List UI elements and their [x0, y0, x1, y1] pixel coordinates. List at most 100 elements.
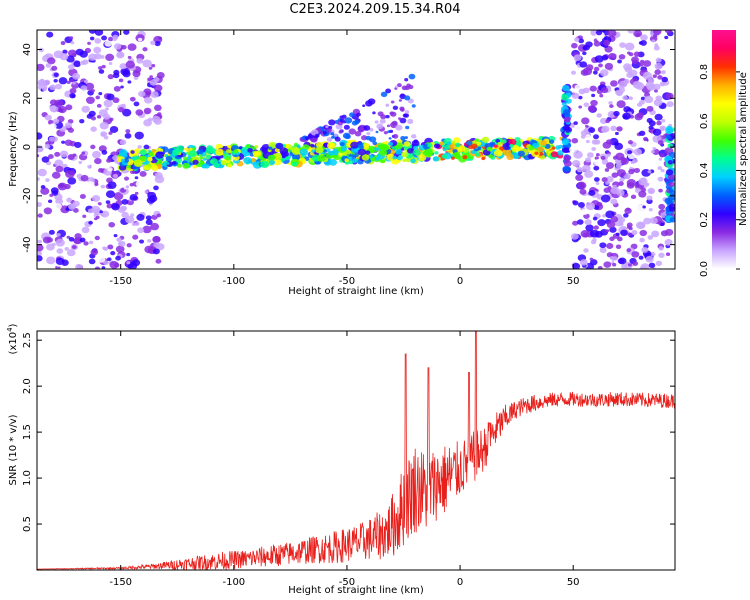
noise-dot [45, 63, 52, 68]
noise-dot [105, 200, 111, 204]
signal-dot [238, 146, 243, 150]
signal-dot [502, 139, 507, 144]
noise-dot [611, 172, 619, 178]
noise-dot [622, 95, 628, 101]
noise-dot [88, 30, 97, 34]
scatter-dot [322, 131, 327, 135]
noise-dot [627, 150, 633, 155]
signal-dot [118, 149, 128, 157]
noise-dot [647, 235, 654, 240]
noise-dot [645, 255, 654, 263]
noise-dot [664, 238, 673, 246]
noise-dot [98, 69, 105, 74]
signal-dot [470, 150, 475, 154]
noise-dot [90, 144, 96, 150]
signal-dot [379, 149, 388, 156]
signal-dot [450, 156, 455, 160]
noise-dot [88, 130, 94, 135]
noise-dot [138, 90, 146, 98]
noise-dot [107, 181, 117, 189]
noise-dot [94, 38, 102, 44]
signal-dot [550, 151, 559, 158]
noise-dot [115, 255, 121, 261]
snr-panel: -150 -100 -50 0 50 0.5 1.0 1.5 2.0 2.5 Height of… [6, 323, 676, 596]
signal-dot [197, 148, 204, 155]
signal-dot [493, 144, 498, 148]
noise-dot [53, 72, 59, 77]
signal-dot [315, 146, 324, 154]
spike-dot [665, 127, 674, 135]
noise-dot [655, 57, 662, 63]
noise-dot [599, 94, 604, 98]
noise-dot [657, 75, 663, 80]
noise-dot [650, 251, 656, 257]
noise-dot [100, 212, 105, 217]
noise-dot [571, 70, 576, 75]
scatter-dot [330, 132, 335, 136]
noise-dot [54, 203, 62, 210]
snr-frame [36, 330, 676, 571]
noise-dot [91, 89, 95, 93]
signal-dot [316, 154, 326, 162]
noise-dot [664, 228, 674, 236]
noise-dot [121, 103, 126, 108]
noise-dot [101, 238, 106, 242]
noise-dot [652, 148, 660, 155]
signal-dot [325, 148, 331, 153]
signal-dot [462, 155, 468, 160]
x-tick-label: 50 [567, 577, 580, 588]
noise-dot [99, 210, 103, 214]
noise-dot [153, 35, 163, 44]
scatter-dot [411, 134, 417, 139]
noise-dot [66, 235, 71, 239]
scatter-dot [385, 103, 390, 107]
noise-dot [602, 141, 612, 149]
noise-dot [645, 81, 655, 90]
noise-dot [608, 53, 617, 60]
noise-dot [617, 59, 622, 64]
colorbar: 0.0 0.2 0.4 0.6 0.8 Normalized spectral ampl… [699, 30, 749, 277]
noise-dot [660, 258, 669, 266]
noise-dot [40, 78, 45, 82]
noise-dot [594, 230, 603, 238]
signal-dot [410, 158, 416, 164]
noise-dot [134, 131, 144, 140]
signal-dot [227, 163, 233, 168]
noise-dot [657, 176, 664, 182]
noise-dot [125, 129, 131, 134]
noise-dot [605, 181, 610, 185]
noise-dot [127, 43, 137, 51]
spike-dot [669, 217, 675, 223]
signal-dot [551, 146, 556, 150]
signal-dot [156, 147, 162, 152]
noise-dot [79, 237, 86, 243]
noise-dot [67, 177, 77, 185]
noise-dot [103, 260, 109, 266]
scatter-dot [403, 113, 410, 118]
noise-dot [134, 176, 139, 180]
noise-dot [591, 93, 596, 98]
spike-dot [562, 165, 570, 173]
scatter-dot [379, 118, 386, 124]
noise-dot [660, 222, 665, 227]
signal-dot [184, 147, 189, 151]
scatter-dot [307, 133, 314, 139]
noise-dot [145, 219, 153, 226]
noise-dot [95, 215, 100, 219]
signal-dot [342, 152, 346, 156]
signal-dot [171, 160, 177, 165]
signal-dot [548, 139, 555, 144]
noise-dot [95, 95, 101, 100]
noise-dot [593, 134, 599, 140]
noise-dot [574, 84, 581, 90]
noise-dot [121, 45, 127, 50]
noise-dot [619, 42, 626, 48]
signal-dot [457, 145, 466, 152]
noise-dot [41, 156, 50, 163]
signal-dot [151, 148, 156, 153]
noise-dot [576, 167, 583, 173]
noise-dot [113, 85, 121, 92]
noise-dot [49, 84, 57, 91]
y-tick-label: 0 [22, 144, 33, 150]
noise-dot [99, 121, 109, 130]
